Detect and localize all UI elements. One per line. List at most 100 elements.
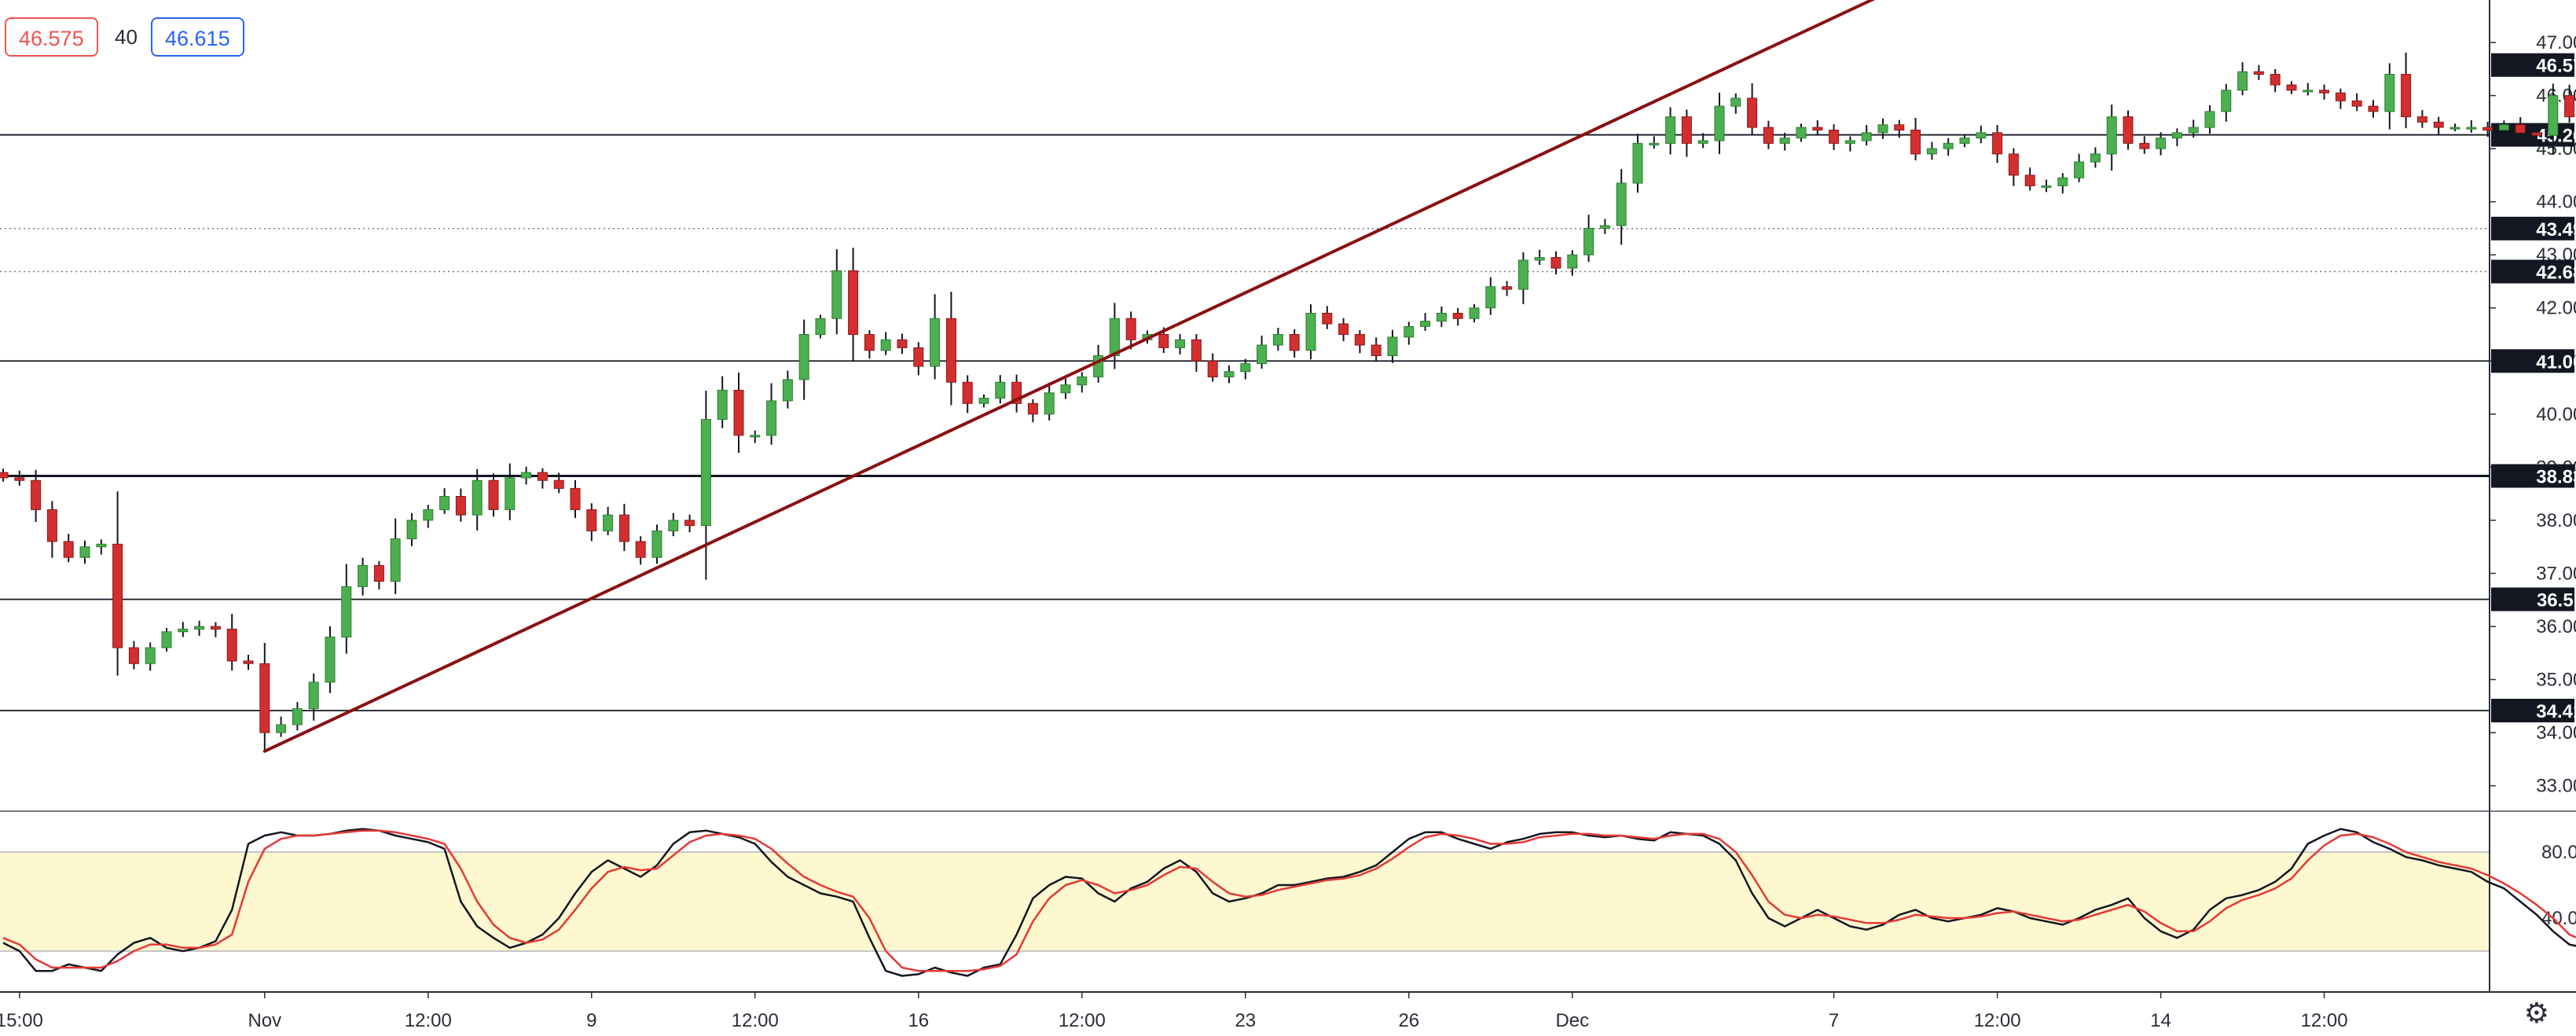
candle-down <box>2253 71 2264 75</box>
spread-value: 40 <box>115 25 138 49</box>
candle-up <box>1517 259 1528 290</box>
level-price-label: 43.495 <box>2536 219 2576 241</box>
candle-down <box>1829 129 1840 144</box>
time-tick-label: Dec <box>1555 1010 1589 1031</box>
price-tick-label: 44.000 <box>2536 192 2576 213</box>
time-tick-label: 12:00 <box>1974 1010 2021 1031</box>
candle-down <box>1371 344 1382 357</box>
price-tick-label: 38.000 <box>2536 510 2576 531</box>
candle-up <box>1240 363 1251 373</box>
candle-up <box>2303 90 2314 93</box>
time-tick-label: 16 <box>908 1010 929 1031</box>
candle-up <box>96 543 107 548</box>
candle-down <box>259 663 270 733</box>
candle-down <box>488 479 499 510</box>
level-price-label: 34.416 <box>2536 701 2576 722</box>
candle-up <box>1077 377 1088 386</box>
stochastic-d-line <box>2 829 2576 972</box>
candle-down <box>1992 132 2003 155</box>
candle-down <box>618 514 629 542</box>
candle-down <box>46 509 57 542</box>
level-price-label: 41.000 <box>2536 351 2576 373</box>
candle-up <box>325 636 336 683</box>
candle-down <box>864 334 875 351</box>
candle-up <box>1404 325 1415 338</box>
stochastic-band <box>0 852 2490 951</box>
candle-down <box>2515 124 2526 134</box>
candle-up <box>2449 127 2460 130</box>
candle-up <box>1616 182 1627 226</box>
candle-down <box>128 647 139 664</box>
time-tick-label: 12:00 <box>1059 1010 1106 1031</box>
bid-price-box[interactable]: 46.575 <box>5 17 98 57</box>
candle-down <box>2368 105 2379 112</box>
candle-up <box>1469 307 1480 319</box>
candle-up <box>815 318 826 336</box>
candle-down <box>2139 142 2150 149</box>
candle-up <box>1943 142 1954 149</box>
level-price-tag <box>2491 587 2574 612</box>
candle-down <box>243 660 254 664</box>
candle-down <box>2401 74 2412 118</box>
candle-up <box>1632 142 1643 184</box>
candle-down <box>733 389 744 436</box>
level-price-label: 36.511 <box>2537 590 2576 611</box>
candle-down <box>1354 334 1365 346</box>
candle-up <box>880 339 891 351</box>
candle-down <box>2482 127 2493 130</box>
last-price-label: 46.575 <box>2536 56 2576 77</box>
candle-down <box>1125 318 1136 340</box>
candle-down <box>1550 257 1561 269</box>
candle-up <box>1387 336 1398 357</box>
candle-up <box>1730 97 1741 107</box>
gear-icon[interactable]: ⚙ <box>2523 997 2549 1029</box>
candle-up <box>1436 312 1447 322</box>
time-tick-label: 9 <box>586 1010 596 1031</box>
candle-down <box>570 487 581 510</box>
candle-down <box>586 509 597 531</box>
candle-up <box>390 538 401 582</box>
candle-up <box>2221 90 2232 112</box>
ask-price-box[interactable]: 46.615 <box>151 17 244 57</box>
candle-up <box>1224 371 1235 378</box>
candle-down <box>210 626 221 630</box>
level-price-label: 38.835 <box>2536 467 2576 488</box>
candle-up <box>1959 138 1970 144</box>
last-price-tag <box>2491 53 2574 77</box>
candle-up <box>521 472 532 479</box>
candle-up <box>603 514 614 531</box>
candle-down <box>1502 286 1513 290</box>
candle-up <box>1877 124 1888 134</box>
candle-down <box>2416 116 2427 123</box>
candle-down <box>1207 360 1218 378</box>
level-price-tag <box>2491 698 2574 722</box>
candle-up <box>2384 74 2395 112</box>
candle-down <box>112 543 123 648</box>
price-tick-label: 37.000 <box>2536 563 2576 584</box>
candle-up <box>700 419 711 527</box>
candle-up <box>2074 161 2085 178</box>
candle-down <box>945 318 956 383</box>
candle-up <box>1796 127 1807 139</box>
candle-up <box>1926 148 1937 155</box>
candle-down <box>2335 92 2346 101</box>
candle-up <box>505 477 516 510</box>
candle-down <box>14 477 25 481</box>
candle-up <box>276 724 287 733</box>
price-tick-label: 47.000 <box>2536 32 2576 53</box>
candle-up <box>2548 95 2559 136</box>
candle-up <box>406 520 417 540</box>
price-tick-label: 42.000 <box>2536 298 2576 319</box>
candle-up <box>1175 339 1186 348</box>
candle-up <box>766 400 777 436</box>
candle-up <box>178 628 189 633</box>
candle-down <box>1910 129 1921 155</box>
candle-up <box>145 647 156 664</box>
time-tick-label: 26 <box>1398 1010 1419 1031</box>
candle-down <box>1289 334 1300 351</box>
candle-up <box>1779 138 1790 144</box>
time-tick-label: Nov <box>248 1010 281 1031</box>
candle-up <box>1861 132 1872 141</box>
candle-down <box>31 479 42 510</box>
